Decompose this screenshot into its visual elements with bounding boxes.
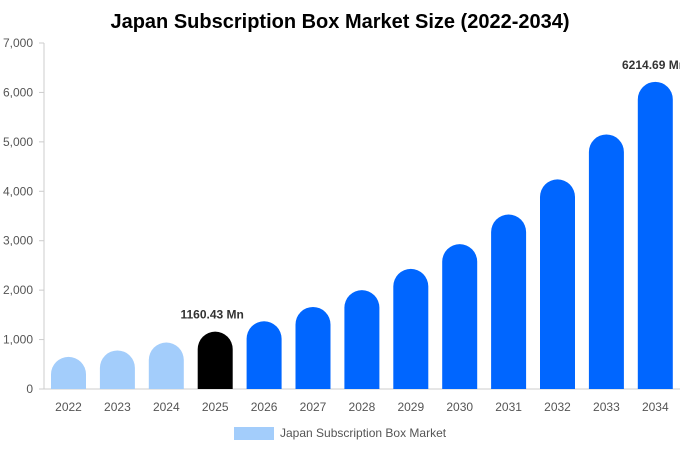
x-tick-label: 2030 [446,400,473,414]
data-label-2025: 1160.43 Mn [181,308,244,322]
x-tick-label: 2022 [55,400,82,414]
y-axis-ticks: 0 1,000 2,000 3,000 4,000 5,000 6,000 7,000 [3,36,44,396]
legend: Japan Subscription Box Market [234,426,447,440]
x-tick-label: 2034 [642,400,669,414]
data-label-2034: 6214.69 Mn [622,58,680,72]
x-tick-label: 2031 [495,400,522,414]
x-tick-label: 2025 [202,400,229,414]
data-labels: 1160.43 Mn 6214.69 Mn [181,58,680,322]
bar-2024 [148,342,184,389]
bar-2030 [442,244,478,389]
x-tick-label: 2032 [544,400,571,414]
chart-title: Japan Subscription Box Market Size (2022… [110,11,569,33]
bars [51,81,673,390]
y-tick-label: 1,000 [3,333,33,347]
x-tick-label: 2024 [153,400,180,414]
bar-2022 [51,356,86,389]
y-tick-label: 4,000 [3,184,33,198]
bar-2023 [99,350,135,389]
bar-2029 [393,268,429,389]
y-tick-label: 7,000 [3,36,33,50]
x-tick-label: 2026 [251,400,278,414]
y-tick-label: 6,000 [3,85,33,99]
x-tick-label: 2029 [397,400,424,414]
bar-2025 [197,331,233,389]
bar-2033 [588,134,624,389]
bar-2028 [344,290,380,389]
bar-2031 [491,214,527,389]
y-tick-label: 5,000 [3,135,33,149]
legend-label: Japan Subscription Box Market [280,426,447,440]
x-tick-label: 2028 [349,400,376,414]
bar-2027 [295,306,331,389]
y-tick-label: 0 [26,382,33,396]
bar-2034 [637,81,673,390]
x-tick-label: 2023 [104,400,131,414]
y-tick-label: 2,000 [3,283,33,297]
x-tick-label: 2033 [593,400,620,414]
bar-2026 [246,321,282,389]
x-tick-label: 2027 [300,400,327,414]
bar-2032 [540,179,575,389]
y-tick-label: 3,000 [3,234,33,248]
x-axis-ticks: 2022 2023 2024 2025 2026 2027 2028 2029 2030 2031… [55,400,669,414]
legend-swatch [234,427,274,440]
